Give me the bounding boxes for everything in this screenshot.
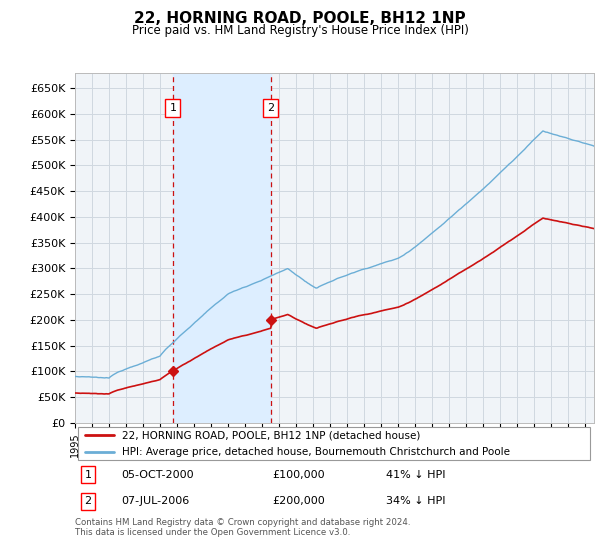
Text: 34% ↓ HPI: 34% ↓ HPI (386, 496, 446, 506)
Text: 2: 2 (85, 496, 92, 506)
Text: 1: 1 (85, 470, 91, 479)
Text: £100,000: £100,000 (272, 470, 325, 479)
Text: 41% ↓ HPI: 41% ↓ HPI (386, 470, 446, 479)
Bar (173, 73, 271, 423)
Text: 22, HORNING ROAD, POOLE, BH12 1NP: 22, HORNING ROAD, POOLE, BH12 1NP (134, 11, 466, 26)
Text: HPI: Average price, detached house, Bournemouth Christchurch and Poole: HPI: Average price, detached house, Bour… (122, 447, 510, 457)
Text: Price paid vs. HM Land Registry's House Price Index (HPI): Price paid vs. HM Land Registry's House … (131, 24, 469, 36)
Text: 22, HORNING ROAD, POOLE, BH12 1NP (detached house): 22, HORNING ROAD, POOLE, BH12 1NP (detac… (122, 431, 420, 440)
Text: 05-OCT-2000: 05-OCT-2000 (122, 470, 194, 479)
FancyBboxPatch shape (77, 427, 590, 460)
Text: 1: 1 (169, 103, 176, 113)
Text: £200,000: £200,000 (272, 496, 325, 506)
Text: Contains HM Land Registry data © Crown copyright and database right 2024.
This d: Contains HM Land Registry data © Crown c… (75, 518, 410, 538)
Text: 2: 2 (267, 103, 274, 113)
Text: 07-JUL-2006: 07-JUL-2006 (122, 496, 190, 506)
